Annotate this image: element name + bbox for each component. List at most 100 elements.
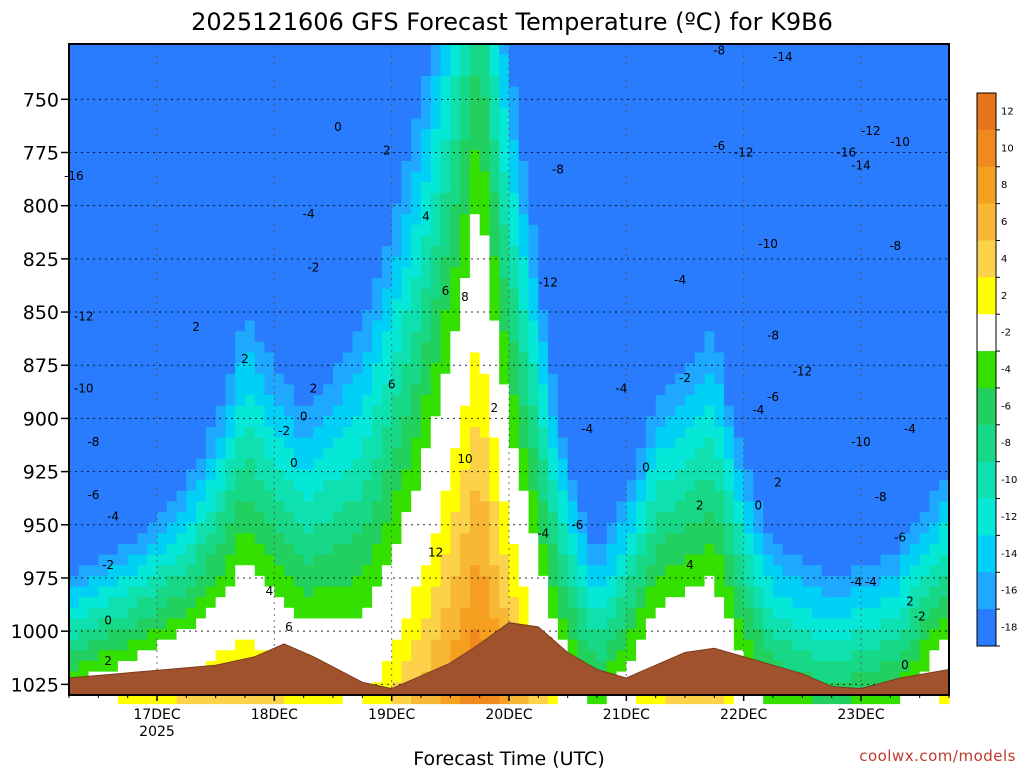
temperature-cell <box>157 214 168 226</box>
temperature-cell <box>186 44 197 56</box>
temperature-cell <box>645 618 657 630</box>
temperature-cell <box>137 490 148 502</box>
temperature-cell <box>685 629 696 641</box>
temperature-cell <box>245 54 256 66</box>
temperature-cell <box>489 512 500 524</box>
temperature-cell <box>235 384 246 396</box>
temperature-cell <box>284 182 295 194</box>
temperature-cell <box>704 597 715 609</box>
temperature-cell <box>450 129 461 141</box>
temperature-cell <box>587 522 598 534</box>
temperature-cell <box>137 182 148 194</box>
temperature-cell <box>352 607 363 620</box>
temperature-cell <box>548 522 559 534</box>
temperature-cell <box>157 224 168 237</box>
temperature-cell <box>323 214 334 226</box>
temperature-cell <box>196 107 207 120</box>
temperature-cell <box>714 490 725 502</box>
temperature-cell <box>157 660 168 673</box>
temperature-cell <box>362 203 373 215</box>
temperature-cell <box>743 214 755 226</box>
temperature-cell <box>362 309 373 322</box>
temperature-cell <box>518 565 530 577</box>
temperature-cell <box>792 192 803 205</box>
temperature-cell <box>812 235 823 247</box>
temperature-cell <box>567 171 579 183</box>
temperature-cell <box>567 565 579 577</box>
temperature-cell <box>137 565 148 577</box>
temperature-cell <box>509 543 520 556</box>
temperature-cell <box>127 597 139 609</box>
temperature-cell <box>557 182 569 194</box>
temperature-cell <box>352 586 363 598</box>
temperature-cell <box>538 246 549 258</box>
temperature-cell <box>78 224 90 237</box>
temperature-cell <box>69 118 80 130</box>
temperature-cell <box>176 161 187 173</box>
temperature-cell <box>460 395 471 407</box>
temperature-cell <box>235 426 246 439</box>
temperature-cell <box>821 171 833 183</box>
temperature-cell <box>381 650 393 662</box>
temperature-cell <box>117 395 129 407</box>
temperature-cell <box>98 480 109 492</box>
temperature-cell <box>430 150 442 162</box>
temperature-cell <box>117 97 129 109</box>
temperature-cell <box>186 512 197 524</box>
temperature-cell <box>362 44 373 56</box>
temperature-cell <box>479 267 491 279</box>
temperature-cell <box>313 75 324 88</box>
temperature-cell <box>782 586 794 598</box>
temperature-cell <box>313 533 324 545</box>
temperature-cell <box>274 437 285 449</box>
temperature-cell <box>176 416 187 428</box>
temperature-cell <box>577 182 588 194</box>
temperature-cell <box>342 267 354 279</box>
temperature-cell <box>753 118 764 130</box>
temperature-cell <box>186 235 197 247</box>
temperature-cell <box>557 554 569 566</box>
temperature-cell <box>792 501 803 513</box>
temperature-cell <box>733 363 745 375</box>
temperature-cell <box>421 554 432 566</box>
temperature-cell <box>685 150 696 162</box>
temperature-cell <box>597 97 608 109</box>
temperature-cell <box>401 426 412 439</box>
temperature-cell <box>704 161 715 173</box>
temperature-cell <box>743 490 755 502</box>
temperature-cell <box>108 246 119 258</box>
temperature-cell <box>753 171 764 183</box>
temperature-cell <box>69 288 80 300</box>
temperature-cell <box>362 692 373 705</box>
temperature-cell <box>460 107 471 120</box>
temperature-cell <box>215 618 227 630</box>
temperature-cell <box>763 256 774 268</box>
temperature-cell <box>733 341 745 354</box>
temperature-cell <box>157 182 168 194</box>
temperature-cell <box>137 203 148 215</box>
temperature-cell <box>166 405 178 417</box>
temperature-cell <box>597 384 608 396</box>
temperature-cell <box>176 660 187 673</box>
temperature-cell <box>489 107 500 120</box>
temperature-cell <box>303 246 315 258</box>
temperature-cell <box>606 118 618 130</box>
temperature-cell <box>665 44 676 56</box>
temperature-cell <box>704 639 715 651</box>
temperature-cell <box>186 224 197 237</box>
temperature-cell <box>205 267 217 279</box>
temperature-cell <box>362 182 373 194</box>
temperature-cell <box>597 86 608 98</box>
temperature-cell <box>499 458 510 471</box>
temperature-cell <box>108 395 119 407</box>
temperature-cell <box>460 203 471 215</box>
temperature-cell <box>538 288 549 300</box>
temperature-cell <box>411 480 422 492</box>
temperature-cell <box>313 299 324 311</box>
temperature-cell <box>245 171 256 183</box>
temperature-cell <box>499 44 510 56</box>
temperature-cell <box>127 650 139 662</box>
temperature-cell <box>743 618 755 630</box>
temperature-cell <box>352 575 363 588</box>
temperature-cell <box>655 44 667 56</box>
